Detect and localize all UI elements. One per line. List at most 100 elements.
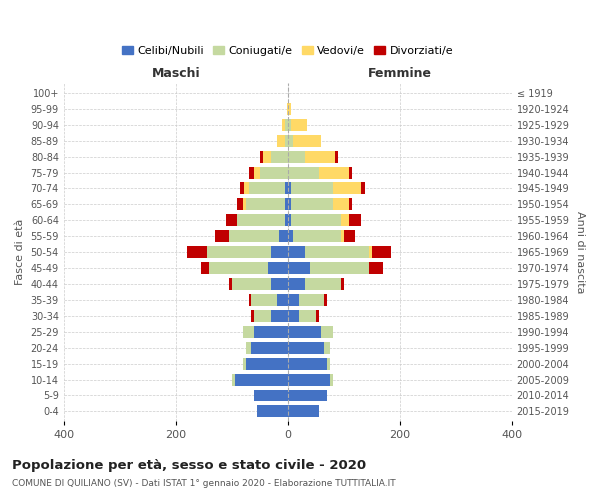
- Bar: [251, 342, 288, 353]
- Bar: [238, 214, 285, 226]
- Bar: [322, 326, 332, 338]
- Bar: [287, 103, 288, 115]
- Bar: [229, 278, 232, 290]
- Bar: [349, 198, 352, 210]
- Bar: [327, 358, 330, 370]
- Bar: [238, 198, 243, 210]
- Bar: [254, 166, 260, 178]
- Bar: [254, 326, 288, 338]
- Bar: [341, 214, 349, 226]
- Bar: [251, 294, 277, 306]
- Bar: [187, 246, 206, 258]
- Bar: [305, 150, 335, 162]
- Bar: [206, 246, 271, 258]
- Y-axis label: Anni di nascita: Anni di nascita: [575, 211, 585, 294]
- Bar: [299, 310, 316, 322]
- Bar: [271, 150, 288, 162]
- Bar: [248, 166, 254, 178]
- Bar: [239, 182, 244, 194]
- Bar: [285, 119, 288, 130]
- Bar: [285, 214, 288, 226]
- Text: COMUNE DI QUILIANO (SV) - Dati ISTAT 1° gennaio 2020 - Elaborazione TUTTITALIA.I: COMUNE DI QUILIANO (SV) - Dati ISTAT 1° …: [12, 479, 395, 488]
- Bar: [349, 214, 361, 226]
- Bar: [316, 310, 319, 322]
- Bar: [288, 278, 305, 290]
- Bar: [285, 134, 288, 146]
- Bar: [332, 182, 361, 194]
- Bar: [288, 214, 290, 226]
- Bar: [243, 358, 246, 370]
- Bar: [299, 294, 324, 306]
- Bar: [288, 342, 324, 353]
- Bar: [361, 182, 365, 194]
- Bar: [288, 262, 310, 274]
- Bar: [319, 166, 349, 178]
- Bar: [290, 198, 332, 210]
- Bar: [229, 230, 280, 242]
- Bar: [310, 262, 369, 274]
- Bar: [288, 230, 293, 242]
- Bar: [288, 150, 305, 162]
- Bar: [288, 358, 327, 370]
- Text: Maschi: Maschi: [151, 67, 200, 80]
- Bar: [349, 166, 352, 178]
- Bar: [288, 326, 322, 338]
- Bar: [254, 310, 271, 322]
- Bar: [248, 182, 285, 194]
- Bar: [271, 246, 288, 258]
- Bar: [324, 342, 330, 353]
- Bar: [260, 150, 263, 162]
- Bar: [254, 390, 288, 402]
- Bar: [372, 246, 391, 258]
- Bar: [305, 278, 341, 290]
- Bar: [330, 374, 332, 386]
- Bar: [263, 150, 271, 162]
- Bar: [369, 262, 383, 274]
- Bar: [257, 406, 288, 417]
- Bar: [332, 198, 349, 210]
- Bar: [293, 230, 341, 242]
- Bar: [246, 342, 251, 353]
- Bar: [288, 198, 290, 210]
- Bar: [293, 134, 322, 146]
- Bar: [232, 374, 235, 386]
- Bar: [209, 262, 268, 274]
- Bar: [290, 182, 332, 194]
- Bar: [288, 182, 290, 194]
- Bar: [288, 374, 330, 386]
- Bar: [288, 103, 290, 115]
- Bar: [215, 230, 229, 242]
- Text: Femmine: Femmine: [368, 67, 432, 80]
- Bar: [226, 214, 238, 226]
- Bar: [260, 166, 288, 178]
- Bar: [288, 294, 299, 306]
- Bar: [305, 246, 369, 258]
- Bar: [251, 310, 254, 322]
- Bar: [324, 294, 327, 306]
- Bar: [288, 166, 319, 178]
- Bar: [290, 214, 341, 226]
- Bar: [288, 119, 290, 130]
- Bar: [285, 198, 288, 210]
- Bar: [369, 246, 372, 258]
- Bar: [285, 182, 288, 194]
- Bar: [288, 390, 327, 402]
- Bar: [248, 294, 251, 306]
- Bar: [277, 294, 288, 306]
- Bar: [288, 134, 293, 146]
- Text: Popolazione per età, sesso e stato civile - 2020: Popolazione per età, sesso e stato civil…: [12, 459, 366, 472]
- Bar: [268, 262, 288, 274]
- Bar: [344, 230, 355, 242]
- Bar: [341, 230, 344, 242]
- Bar: [271, 278, 288, 290]
- Bar: [201, 262, 209, 274]
- Bar: [341, 278, 344, 290]
- Bar: [246, 198, 285, 210]
- Bar: [271, 310, 288, 322]
- Bar: [280, 230, 288, 242]
- Y-axis label: Fasce di età: Fasce di età: [15, 219, 25, 286]
- Bar: [243, 198, 246, 210]
- Bar: [288, 246, 305, 258]
- Legend: Celibi/Nubili, Coniugati/e, Vedovi/e, Divorziati/e: Celibi/Nubili, Coniugati/e, Vedovi/e, Di…: [118, 42, 458, 60]
- Bar: [243, 326, 254, 338]
